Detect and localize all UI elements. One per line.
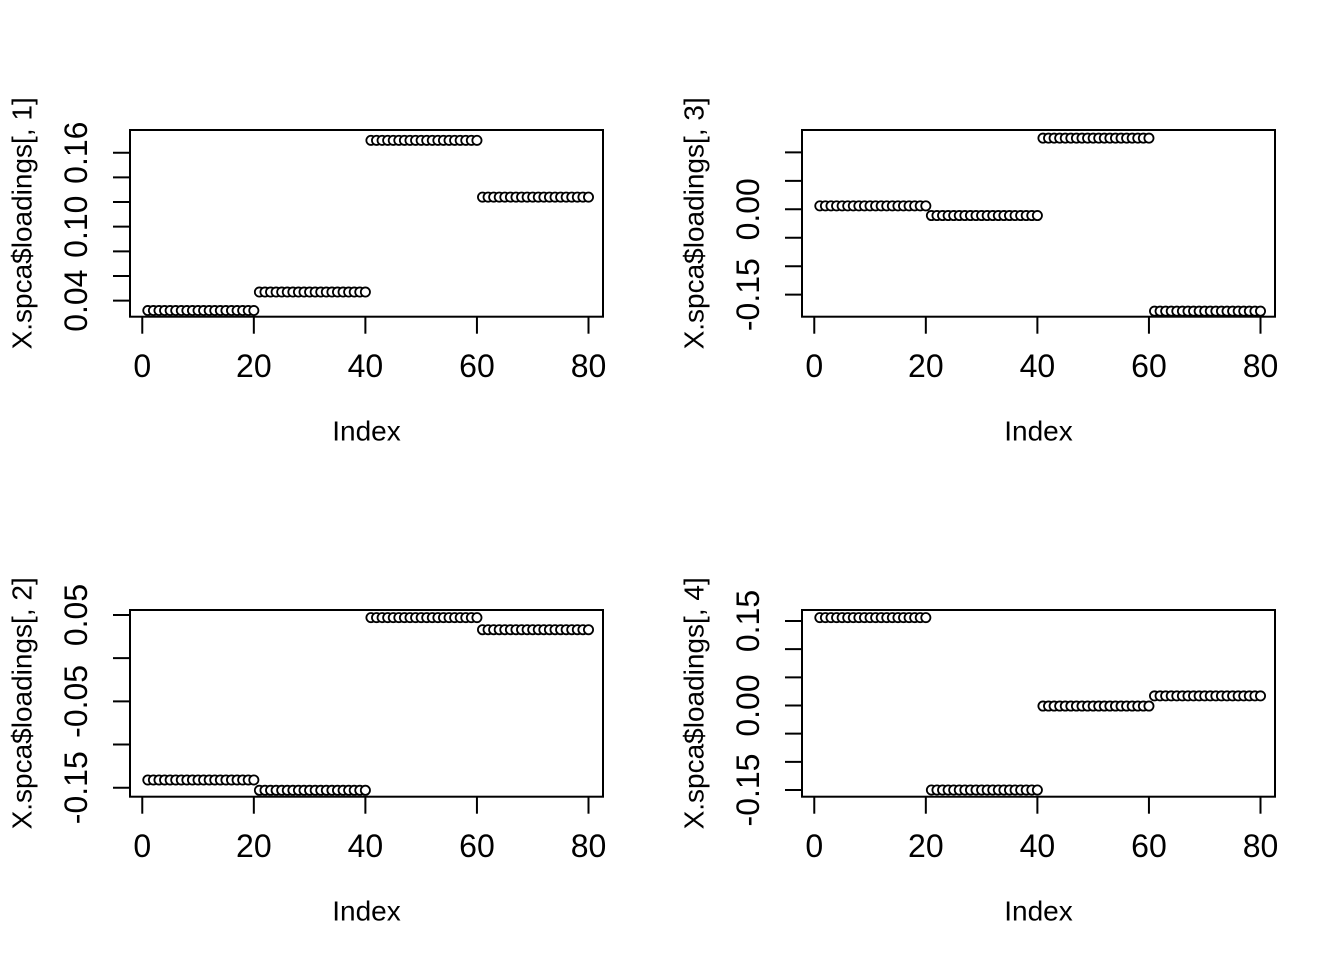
x-axis-tick-label: 20 [236,348,272,384]
data-point [248,774,260,786]
y-axis-tick-label: -0.15 [730,754,766,827]
plot-box [801,609,1276,798]
x-axis-tick-label: 40 [1020,348,1056,384]
x-axis-tick-label: 80 [1243,348,1279,384]
data-point [1031,784,1043,796]
y-axis-tick-label: 0.15 [730,590,766,652]
y-axis-tick-label: 0.00 [730,178,766,240]
x-axis-tick-label: 80 [571,828,607,864]
plot-canvas-loadings-2: 0 20 40 60 80 0.05 -0.05 -0.15 Index X.spca$loadi… [7,577,607,927]
x-axis-tick-label: 20 [236,828,272,864]
x-axis-tick-label: 0 [133,828,151,864]
plot-canvas-loadings-4: 0 20 40 60 80 0.15 0.00 -0.15 Index X.spca$loadin… [679,577,1279,927]
x-axis-tick-label: 20 [908,828,944,864]
data-point [582,624,594,636]
y-axis-tick-label: 0.04 [58,270,94,332]
plot-box [129,609,604,798]
x-axis-title: Index [1004,416,1073,447]
x-axis-tick-label: 0 [805,828,823,864]
y-axis-tick-label: -0.15 [730,258,766,331]
data-point [1031,210,1043,222]
plot-canvas-loadings-3: 0 20 40 60 80 0.00 -0.15 Index X.spca$loadings[,… [679,97,1279,447]
y-axis-tick-label: -0.05 [58,665,94,738]
y-axis-title: X.spca$loadings[, 4] [679,577,710,829]
data-point [471,134,483,146]
x-axis-tick-label: 0 [805,348,823,384]
data-point [920,612,932,624]
data-point [248,305,260,317]
plot-canvas-loadings-1: 0 20 40 60 80 0.16 0.10 0.04 Index X.spca$loading… [7,97,607,447]
subplot-loadings-4: 0 20 40 60 80 0.15 0.00 -0.15 Index X.spca$loadin… [672,480,1344,960]
data-point [1143,132,1155,144]
subplot-loadings-1: 0 20 40 60 80 0.16 0.10 0.04 Index X.spca$loading… [0,0,672,480]
y-axis-tick-label: 0.10 [58,196,94,258]
x-axis-tick-label: 60 [459,828,495,864]
plot-box [801,129,1276,318]
x-axis-title: Index [1004,896,1073,927]
x-axis-tick-label: 60 [459,348,495,384]
x-axis-tick-label: 60 [1131,348,1167,384]
x-axis-tick-label: 20 [908,348,944,384]
y-axis-title: X.spca$loadings[, 2] [7,577,38,829]
x-axis-title: Index [332,416,401,447]
data-point [920,200,932,212]
y-axis-tick-label: 0.16 [58,122,94,184]
plot-box [129,129,604,318]
x-axis-tick-label: 80 [571,348,607,384]
data-point [1254,305,1266,317]
data-point [359,286,371,298]
data-point [471,612,483,624]
data-point [1143,700,1155,712]
subplot-loadings-2: 0 20 40 60 80 0.05 -0.05 -0.15 Index X.spca$loadi… [0,480,672,960]
subplot-loadings-3: 0 20 40 60 80 0.00 -0.15 Index X.spca$loadings[,… [672,0,1344,480]
x-axis-tick-label: 40 [348,828,384,864]
y-axis-title: X.spca$loadings[, 3] [679,97,710,349]
x-axis-tick-label: 40 [348,348,384,384]
y-axis-title: X.spca$loadings[, 1] [7,97,38,349]
data-point [1254,690,1266,702]
x-axis-tick-label: 0 [133,348,151,384]
data-point [582,191,594,203]
x-axis-tick-label: 40 [1020,828,1056,864]
x-axis-tick-label: 60 [1131,828,1167,864]
x-axis-title: Index [332,896,401,927]
y-axis-tick-label: 0.05 [58,584,94,646]
y-axis-tick-label: -0.15 [58,751,94,824]
x-axis-tick-label: 80 [1243,828,1279,864]
data-point [359,784,371,796]
y-axis-tick-label: 0.00 [730,674,766,736]
